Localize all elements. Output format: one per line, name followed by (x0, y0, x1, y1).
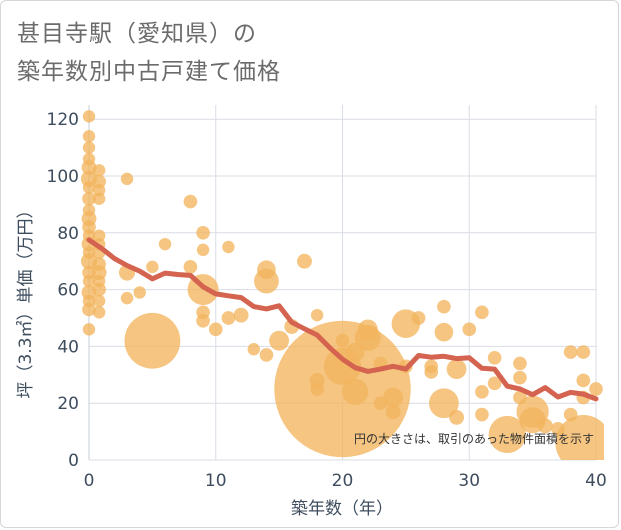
y-tick-label: 80 (57, 224, 79, 244)
data-bubble (82, 152, 96, 166)
data-bubble (373, 396, 388, 411)
data-bubble (357, 319, 378, 340)
data-bubble (555, 415, 604, 460)
data-bubble (82, 294, 96, 308)
data-bubble (446, 359, 467, 380)
data-bubble (385, 404, 401, 420)
y-tick-label: 120 (47, 110, 79, 130)
data-bubble (449, 409, 465, 425)
data-bubble (183, 194, 198, 209)
data-bubble (146, 260, 159, 274)
data-bubble (92, 294, 106, 308)
data-bubble (82, 203, 96, 217)
y-tick-label: 40 (57, 337, 79, 357)
data-bubble (563, 407, 578, 422)
data-bubble (269, 330, 290, 351)
data-bubble (82, 130, 96, 143)
data-bubble (345, 342, 365, 362)
data-bubble (247, 343, 260, 356)
data-bubble (120, 172, 134, 186)
data-bubble (342, 378, 369, 405)
data-bubble (82, 229, 96, 242)
data-bubble (233, 307, 249, 323)
trend-line (86, 237, 599, 402)
data-bubble (297, 253, 312, 269)
data-bubble (196, 314, 210, 328)
data-bubble (563, 345, 578, 359)
data-bubble (92, 274, 106, 288)
data-bubble (513, 370, 527, 385)
chart-title-line-2: 築年数別中古戸建て価格 (17, 59, 281, 85)
y-tick-label: 60 (57, 281, 79, 301)
bubbles (81, 110, 604, 460)
data-bubble (475, 407, 489, 422)
data-bubble (82, 246, 96, 259)
data-bubble (196, 225, 210, 240)
data-bubble (120, 291, 134, 305)
x-tick-label: 40 (585, 471, 607, 491)
chart-title-line-1: 甚目寺駅（愛知県）の (17, 21, 257, 47)
data-bubble (576, 373, 591, 388)
data-bubble (221, 311, 236, 325)
data-bubble (124, 312, 181, 369)
x-tick-label: 10 (205, 471, 227, 491)
data-bubble (487, 376, 502, 391)
data-bubble (576, 345, 591, 359)
data-bubble (222, 240, 235, 254)
data-bubble (82, 191, 96, 206)
data-bubble (429, 388, 459, 419)
y-tick-label: 20 (57, 394, 79, 414)
size-note: 円の大きさは、取引のあった物件面積を示す (354, 431, 594, 446)
x-axis-title: 築年数（年） (291, 499, 393, 519)
data-bubble (196, 243, 210, 257)
data-bubble (475, 305, 489, 320)
data-bubble (310, 382, 324, 396)
data-bubble (589, 382, 603, 396)
x-tick-label: 20 (332, 471, 354, 491)
data-bubble (488, 415, 526, 454)
data-bubble (92, 229, 106, 242)
data-bubble (437, 299, 451, 314)
data-bubble (513, 390, 527, 405)
data-bubble (424, 365, 439, 379)
data-bubble (208, 322, 223, 337)
data-bubble (551, 421, 565, 436)
data-bubble (82, 181, 96, 194)
data-bubble (487, 350, 502, 365)
data-bubble (537, 418, 553, 434)
y-tick-label: 0 (68, 451, 79, 471)
data-bubble (92, 192, 106, 205)
data-bubble (92, 257, 106, 271)
data-bubble (133, 286, 146, 299)
data-bubble (434, 322, 454, 342)
data-bubble (92, 164, 106, 177)
data-bubble (257, 260, 276, 280)
data-bubble (92, 184, 106, 197)
data-bubble (183, 260, 198, 274)
tick-labels: 0 20 40 60 80 100 120 0 10 20 30 40 (47, 110, 607, 491)
data-bubble (310, 308, 324, 322)
data-bubble (411, 311, 426, 325)
data-bubble (82, 141, 96, 154)
data-bubble (158, 237, 172, 251)
data-bubble (513, 356, 527, 371)
y-axis-title: 坪（3.3㎡）単価（万円） (16, 201, 36, 398)
data-bubble (259, 348, 274, 362)
x-tick-label: 30 (458, 471, 480, 491)
x-tick-label: 0 (84, 471, 95, 491)
data-bubble (82, 323, 96, 336)
data-bubble (82, 110, 96, 123)
data-bubble (335, 333, 350, 348)
data-bubble (383, 387, 404, 408)
data-bubble (82, 274, 96, 288)
data-bubble (92, 306, 106, 319)
data-bubble (475, 385, 489, 399)
data-bubble (462, 322, 477, 337)
y-tick-label: 100 (47, 167, 79, 187)
